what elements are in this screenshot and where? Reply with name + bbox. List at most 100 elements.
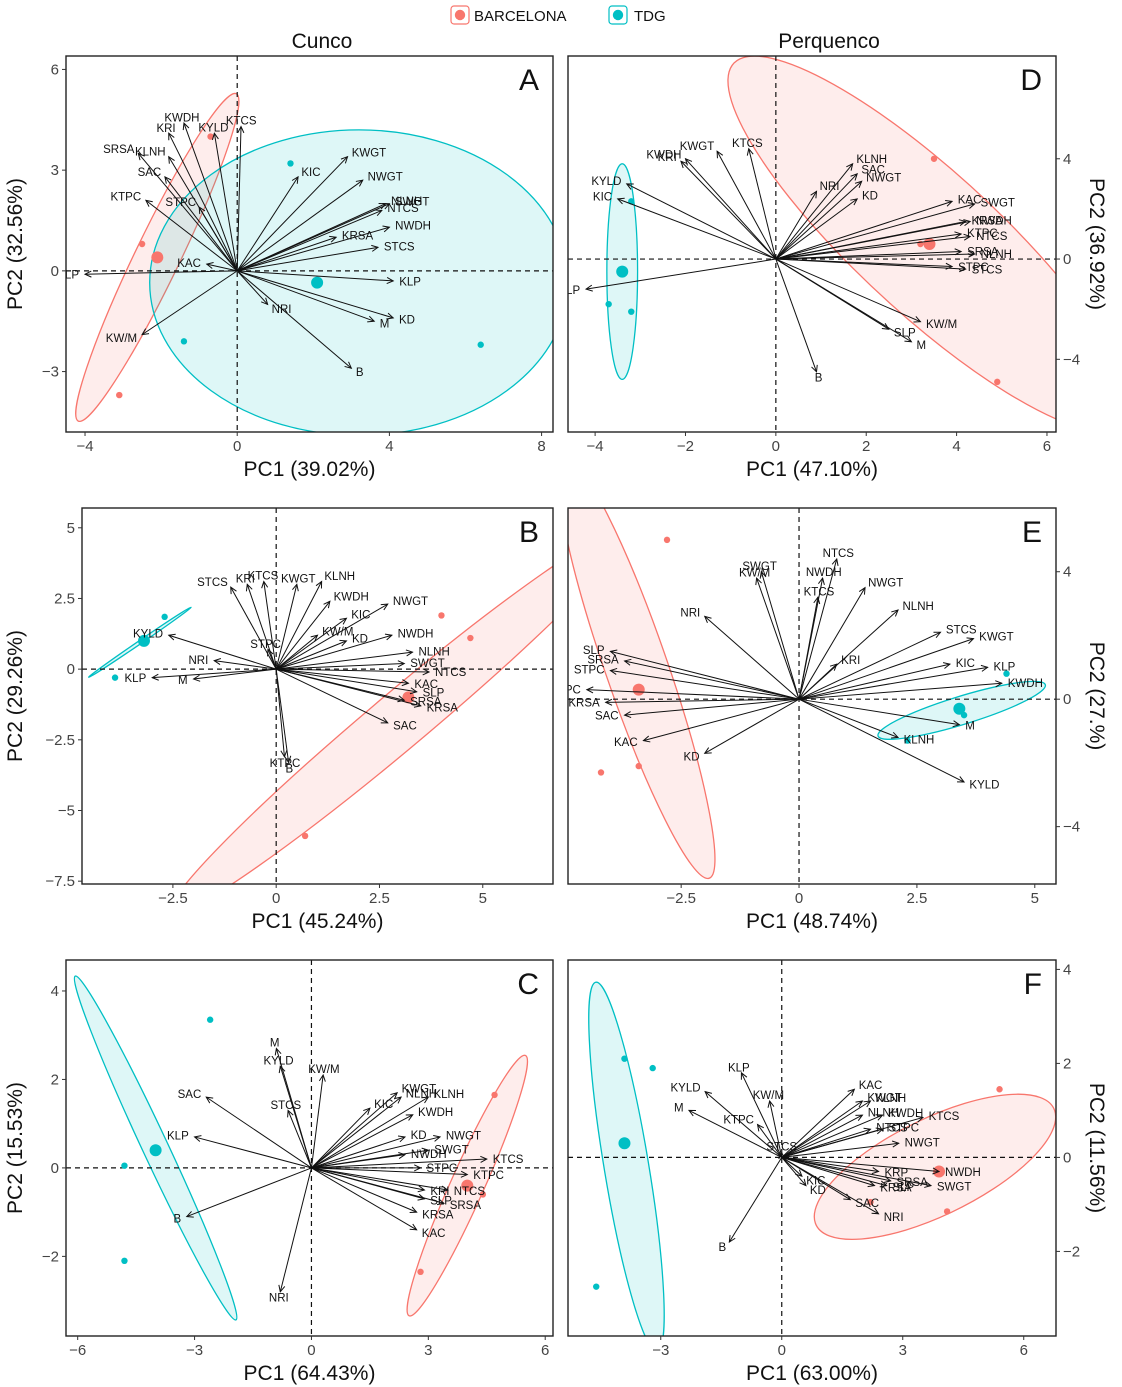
panel-letter: F — [1024, 968, 1042, 1001]
loading-arrow-klp — [237, 270, 394, 282]
variable-label: SAC — [855, 1198, 879, 1210]
loading-arrow-swgt — [237, 203, 390, 272]
loading-arrow-swgt — [775, 203, 975, 260]
variable-label: B — [356, 367, 364, 379]
variable-label: STCS — [197, 577, 228, 589]
arrow-head — [813, 596, 821, 605]
arrow-head — [799, 1178, 807, 1187]
arrow-head — [871, 1207, 880, 1215]
variable-label: NWDH — [411, 1149, 447, 1161]
loading-arrow-srsa — [311, 1167, 445, 1204]
arrow-head — [846, 162, 854, 171]
arrow-head — [261, 580, 269, 589]
variable-label: KWDH — [164, 112, 199, 124]
arrow-head — [871, 1167, 880, 1175]
tdg-point — [628, 308, 635, 315]
variable-label: KTCS — [493, 1154, 524, 1166]
variable-label: KWGT — [281, 574, 316, 586]
x-tick-label: −4 — [76, 438, 93, 455]
variable-label: KTCS — [248, 571, 279, 583]
loading-arrow-kwdh — [798, 682, 1002, 700]
arrow-head — [954, 231, 963, 239]
arrow-head — [875, 1114, 884, 1121]
legend-dot-barcelona — [454, 9, 466, 21]
arrow-head — [198, 206, 206, 215]
variable-label: STCS — [766, 1142, 797, 1154]
loading-arrow-b — [775, 258, 817, 373]
arrow-head — [260, 297, 269, 306]
loading-arrow-kic — [798, 663, 951, 700]
loading-arrow-kwdh — [275, 600, 331, 670]
loading-arrow-b — [186, 1167, 312, 1218]
variable-label: NTCS — [876, 1122, 908, 1134]
barcelona-centroid — [151, 251, 164, 264]
variable-label: SAC — [861, 164, 885, 176]
variable-label: NWGT — [868, 577, 903, 589]
variable-label: SWGT — [410, 658, 445, 670]
barcelona-point — [867, 1198, 874, 1206]
tdg-point — [161, 613, 168, 621]
variable-label: NWGT — [393, 596, 428, 608]
arrow-head — [397, 695, 406, 703]
x-tick-label: 4 — [952, 438, 960, 455]
loading-arrow-sac — [205, 1096, 312, 1169]
y-axis-title: PC2 (15.53%) — [4, 1082, 27, 1214]
variable-label: M — [674, 1103, 684, 1115]
loading-arrow-ktcs — [748, 148, 777, 260]
panel-frame — [567, 55, 1057, 433]
panel-letter: A — [519, 64, 539, 97]
loading-arrow-stpc — [267, 649, 277, 670]
barcelona-point — [116, 391, 123, 399]
barcelona-confidence-ellipse — [568, 508, 740, 883]
variable-label: KRSA — [972, 215, 1004, 227]
y-tick-label: −4 — [1063, 351, 1080, 368]
variable-label: KD — [352, 634, 368, 646]
y-tick-label: 3 — [51, 162, 59, 179]
variable-label: KW/M — [753, 1090, 784, 1102]
y-tick-label: 2 — [1063, 1055, 1071, 1072]
loading-arrow-ktpc — [145, 199, 238, 272]
arrow-head — [850, 172, 858, 181]
tdg-point — [477, 341, 484, 348]
variable-label: NLNH — [391, 196, 422, 208]
arrow-head — [952, 720, 961, 728]
x-tick-label: −2.5 — [666, 890, 696, 907]
variable-label: KTPC — [110, 192, 141, 204]
arrow-head — [604, 698, 613, 706]
variable-label: KLNH — [876, 1093, 907, 1105]
variable-label: KWGT — [352, 147, 387, 159]
y-tick-label: 0 — [1063, 251, 1071, 268]
arrow-head — [380, 717, 389, 724]
x-axis-title: PC1 (63.00%) — [746, 1362, 878, 1385]
arrow-head — [915, 1115, 925, 1123]
y-tick-label: 0 — [1063, 1149, 1071, 1166]
variable-label: NRI — [188, 655, 208, 667]
arrow-head — [382, 225, 391, 233]
variable-label: STPC — [888, 1123, 919, 1135]
variable-label: KIC — [351, 610, 370, 622]
panel-a: KTCSKYLDKWDHKRIKLNHSRSASACSTPCKTPCKWGTKI… — [4, 55, 554, 481]
loading-arrow-klp — [585, 258, 776, 290]
loading-arrow-m — [193, 668, 277, 680]
y-tick-label: 0 — [51, 1160, 59, 1177]
loading-arrow-stcs — [230, 586, 277, 670]
y-tick-label: −2 — [1063, 1243, 1080, 1260]
variable-label: NWGT — [368, 172, 403, 184]
loading-arrow-kwgt — [716, 151, 777, 260]
variable-label: KLP — [558, 285, 580, 297]
variable-label: KW/M — [308, 1064, 339, 1076]
arrow-head — [756, 1123, 764, 1132]
loading-arrow-klp — [798, 666, 988, 700]
loading-arrow-klnh — [775, 163, 854, 260]
barcelona-centroid — [402, 691, 415, 704]
variable-label: SLP — [894, 327, 916, 339]
arrow-head — [185, 1211, 194, 1218]
y-axis-title: PC2 (36.92%) — [1085, 178, 1108, 310]
variable-label: KYLD — [198, 122, 228, 134]
barcelona-point — [301, 832, 309, 840]
variable-label: SAC — [178, 1089, 202, 1101]
arrow-head — [460, 1170, 469, 1178]
variable-label: KWGT — [867, 1093, 902, 1105]
loading-arrow-nri — [279, 1167, 312, 1292]
